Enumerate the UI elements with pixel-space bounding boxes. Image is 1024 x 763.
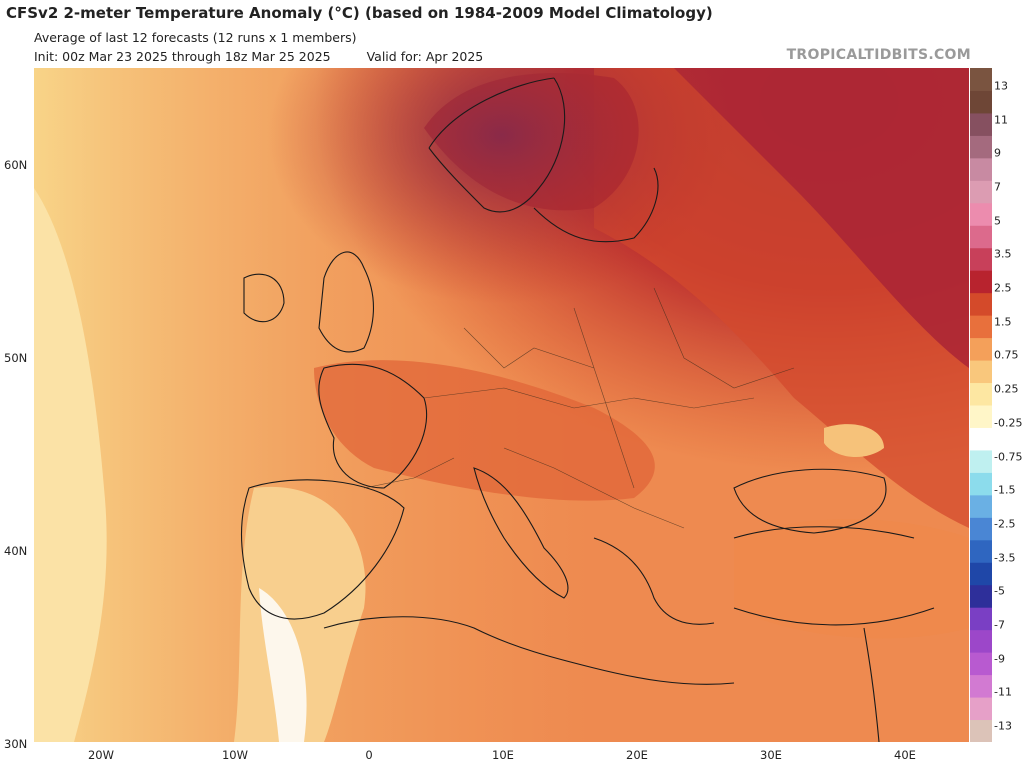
colorbar-label: -2.5: [994, 517, 1016, 531]
colorbar-label: 0.25: [994, 382, 1019, 396]
colorbar-swatch: [970, 157, 992, 181]
colorbar-swatch: [970, 427, 992, 451]
init-valid-line: Init: 00z Mar 23 2025 through 18z Mar 25…: [34, 49, 483, 64]
lon-label-20e: 20E: [626, 748, 648, 762]
colorbar-swatch: [970, 225, 992, 249]
colorbar-swatch: [970, 697, 992, 721]
turkey-coast: [733, 526, 935, 626]
colorbar-swatch: [970, 584, 992, 608]
lat-label-50n: 50N: [4, 351, 28, 365]
map-subtitle: Average of last 12 forecasts (12 runs x …: [34, 30, 357, 45]
colorbar-label: 2.5: [994, 281, 1012, 295]
colorbar-swatch: [970, 517, 992, 541]
coastlines: [241, 77, 935, 742]
levant-coast: [863, 627, 880, 742]
colorbar: [970, 68, 992, 742]
colorbar-swatch: [970, 719, 992, 742]
colorbar-label: 5: [994, 214, 1001, 228]
lat-label-60n: 60N: [4, 158, 28, 172]
colorbar-swatch: [970, 449, 992, 473]
colorbar-swatch: [970, 202, 992, 226]
colorbar-label: -0.25: [994, 416, 1023, 430]
colorbar-swatch: [970, 472, 992, 496]
map-title: CFSv2 2-meter Temperature Anomaly (°C) (…: [6, 4, 713, 22]
colorbar-label: 13: [994, 79, 1008, 93]
colorbar-label: 0.75: [994, 348, 1019, 362]
colorbar-label: -0.75: [994, 450, 1023, 464]
colorbar-swatch: [970, 337, 992, 361]
colorbar-swatch: [970, 360, 992, 384]
colorbar-swatch: [970, 607, 992, 631]
scandinavia-coast: [428, 77, 566, 213]
colorbar-swatch: [970, 382, 992, 406]
italy-coast: [473, 467, 569, 599]
colorbar-swatch: [970, 539, 992, 563]
colorbar-swatch: [970, 180, 992, 204]
ireland-coast: [243, 273, 285, 323]
colorbar-swatch: [970, 405, 992, 428]
colorbar-label: 1.5: [994, 315, 1012, 329]
lon-label-30e: 30E: [760, 748, 782, 762]
colorbar-label: -9: [994, 652, 1005, 666]
lon-label-10e: 10E: [492, 748, 514, 762]
colorbar-label: -3.5: [994, 551, 1016, 565]
colorbar-swatch: [970, 674, 992, 698]
colorbar-label: -13: [994, 719, 1012, 733]
black-sea-pale: [824, 424, 884, 458]
colorbar-swatch: [970, 629, 992, 653]
colorbar-label: -1.5: [994, 483, 1016, 497]
anomaly-map: [34, 68, 969, 742]
colorbar-swatch: [970, 68, 992, 91]
colorbar-swatch: [970, 292, 992, 316]
colorbar-label: 3.5: [994, 247, 1012, 261]
lon-label-20w: 20W: [87, 748, 115, 762]
balkan-coast: [593, 537, 715, 625]
lat-label-40n: 40N: [4, 544, 28, 558]
colorbar-label: 9: [994, 146, 1001, 160]
colorbar-swatch: [970, 135, 992, 159]
colorbar-label: -7: [994, 618, 1005, 632]
colorbar-label: -5: [994, 584, 1005, 598]
baltic-coast: [533, 167, 659, 243]
colorbar-swatch: [970, 90, 992, 114]
central-europe-warm: [314, 360, 655, 501]
colorbar-swatch: [970, 112, 992, 136]
colorbar-swatch: [970, 247, 992, 271]
init-text: Init: 00z Mar 23 2025 through 18z Mar 25…: [34, 49, 331, 64]
turkey-warm: [734, 519, 969, 639]
lon-label-40e: 40E: [894, 748, 916, 762]
france-coast: [318, 363, 428, 489]
colorbar-label: 11: [994, 113, 1008, 127]
lon-label-10w: 10W: [221, 748, 249, 762]
country-borders: [363, 287, 795, 529]
colorbar-swatch: [970, 494, 992, 518]
colorbar-swatch: [970, 315, 992, 339]
colorbar-label: 7: [994, 180, 1001, 194]
north-africa-coast: [323, 616, 735, 685]
colorbar-label: -11: [994, 685, 1012, 699]
iberia-coast: [241, 479, 405, 620]
lon-label-0: 0: [365, 748, 373, 762]
british-isles-coast: [318, 251, 374, 353]
valid-text: Valid for: Apr 2025: [366, 49, 484, 64]
colorbar-swatch: [970, 562, 992, 586]
source-credit: TROPICALTIDBITS.COM: [786, 47, 971, 63]
colorbar-swatch: [970, 652, 992, 676]
colorbar-swatch: [970, 270, 992, 294]
black-sea-coast: [733, 468, 887, 534]
lat-label-30n: 30N: [4, 737, 28, 751]
